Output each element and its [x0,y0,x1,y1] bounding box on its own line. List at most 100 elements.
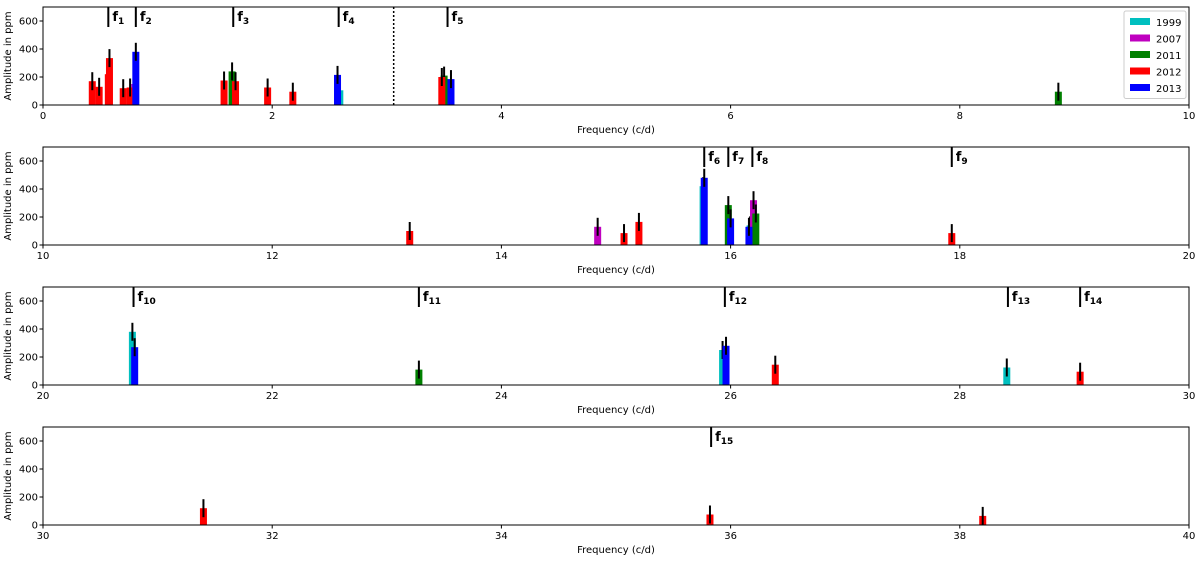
x-tick-label: 26 [724,391,737,402]
frequency-marker-label: f6 [708,150,720,167]
bar-2011 [752,213,760,245]
y-tick-label: 600 [19,437,38,448]
bar-group [88,42,1062,105]
y-tick-label: 200 [19,213,38,224]
plot-frame [42,6,1190,106]
x-tick-label: 32 [266,531,279,542]
x-axis-label: Frequency (c/d) [577,545,655,556]
y-tick-label: 0 [32,241,38,252]
legend-swatch-2007 [1130,34,1150,42]
frequency-marker-label: f1 [112,10,124,27]
y-tick-label: 0 [32,381,38,392]
x-tick-label: 10 [1183,111,1196,122]
frequency-marker-subscript: 2 [145,17,151,27]
frequency-marker-subscript: 5 [457,17,463,27]
frequency-marker-label: f10 [138,290,156,307]
frequency-marker-subscript: 7 [738,157,744,167]
y-tick-label: 200 [19,353,38,364]
spectrum-panel-1: f1 f2 f3 f4 f5 0 2 4 6 8 10 0 200 400 600 Frequency (c/… [3,6,1196,136]
frequency-marker-label: f2 [140,10,152,27]
y-tick-label: 400 [19,325,38,336]
bar-2012 [232,81,240,105]
bar-2013 [722,345,730,385]
x-tick-label: 24 [495,391,508,402]
y-tick-label: 400 [19,45,38,56]
x-tick-label: 28 [953,391,966,402]
x-axis-label: Frequency (c/d) [577,265,655,276]
x-tick-label: 16 [724,251,737,262]
frequency-marker-label: f14 [1084,290,1102,307]
frequency-marker-subscript: 8 [762,157,768,167]
bar-group [128,322,1084,385]
y-axis-label: Amplitude in ppm [3,431,14,520]
bar-2013 [447,79,455,105]
x-tick-label: 8 [957,111,963,122]
bar-2012 [438,77,446,105]
bar-2013 [700,177,708,245]
frequency-marker-subscript: 4 [348,17,354,27]
legend-label-2011: 2011 [1156,51,1181,62]
bar-group [199,499,987,525]
frequency-marker-subscript: 11 [429,297,442,307]
frequency-marker-subscript: 3 [243,17,249,27]
x-tick-label: 34 [495,531,508,542]
x-tick-label: 36 [724,531,737,542]
x-tick-label: 22 [266,391,279,402]
frequency-marker-subscript: 13 [1018,297,1031,307]
y-axis-label: Amplitude in ppm [3,291,14,380]
frequency-marker-label: f4 [343,10,355,27]
frequency-marker-label: f13 [1012,290,1030,307]
frequency-marker-label: f3 [237,10,249,27]
frequency-marker-subscript: 14 [1090,297,1103,307]
x-tick-label: 2 [269,111,275,122]
frequency-marker-label: f9 [956,150,968,167]
legend-label-2012: 2012 [1156,68,1181,79]
bar-2012 [635,221,643,245]
bar-2012 [220,80,228,105]
x-tick-label: 6 [727,111,733,122]
x-axis-label: Frequency (c/d) [577,125,655,136]
frequency-marker-label: f11 [423,290,441,307]
legend: 1999 2007 2011 2012 2013 [1123,10,1187,99]
y-tick-label: 200 [19,493,38,504]
y-tick-label: 0 [32,521,38,532]
bar-2007 [594,226,602,245]
y-tick-label: 0 [32,101,38,112]
legend-label-2013: 2013 [1156,84,1181,95]
x-tick-label: 40 [1183,531,1196,542]
plot-frame [42,286,1190,386]
x-tick-label: 30 [1183,391,1196,402]
x-tick-label: 30 [37,531,50,542]
bar-2013 [132,51,140,105]
bar-2013 [745,226,753,245]
frequency-marker-label: f5 [452,10,464,27]
y-tick-label: 600 [19,157,38,168]
spectrum-panel-3: f10 f11 f12 f13 f14 20 22 24 26 28 30 0 200 400 600 Fre… [3,286,1196,416]
legend-swatch-1999 [1130,18,1150,25]
bar-2013 [131,347,139,385]
frequency-marker-subscript: 10 [143,297,156,307]
frequency-marker-subscript: 15 [721,437,734,447]
y-tick-label: 400 [19,185,38,196]
legend-swatch-2013 [1130,84,1150,91]
legend-label-1999: 1999 [1156,18,1181,29]
frequency-marker-label: f15 [715,430,733,447]
bar-2012 [105,58,113,105]
bar-2013 [334,74,342,105]
x-axis-label: Frequency (c/d) [577,405,655,416]
x-tick-label: 12 [266,251,279,262]
frequency-marker-label: f7 [732,150,744,167]
bar-2012 [88,81,96,105]
frequency-marker-subscript: 6 [714,157,720,167]
legend-swatch-2012 [1130,67,1150,75]
x-tick-label: 0 [40,111,46,122]
legend-box [1123,10,1187,99]
frequency-marker-subscript: 1 [118,17,124,27]
y-tick-label: 600 [19,17,38,28]
x-tick-label: 38 [953,531,966,542]
bar-2012 [95,86,103,105]
x-tick-label: 10 [37,251,50,262]
legend-label-2007: 2007 [1156,35,1181,46]
